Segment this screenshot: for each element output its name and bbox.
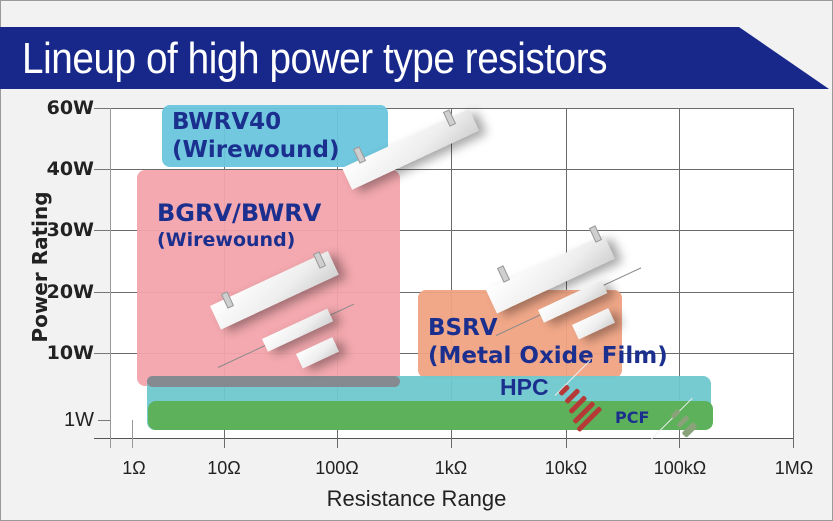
x-axis-line (94, 438, 793, 439)
xtick-1mohm: 1MΩ (774, 458, 814, 478)
xtick-1ohm: 1Ω (122, 458, 146, 478)
overlap-shadow (147, 376, 400, 387)
ytick-40w: 40W (46, 158, 94, 180)
pcf-label: PCF (615, 408, 650, 427)
bgrv-bwrv-type-label: (Wirewound) (157, 229, 296, 251)
ytick-mark (98, 420, 110, 421)
hpc-label: HPC (500, 374, 549, 400)
ytick-mark (94, 108, 110, 109)
xtick-100kohm: 100kΩ (653, 458, 707, 478)
pcf-range-box (148, 401, 713, 430)
ytick-10w: 10W (46, 342, 94, 364)
bwrv40-range-box (162, 105, 388, 167)
ytick-mark (94, 230, 110, 231)
ytick-mark (94, 292, 110, 293)
bgrv-bwrv-label: BGRV/BWRV (157, 199, 322, 227)
gridline-1ohm (132, 420, 133, 448)
y-axis-line (110, 108, 111, 448)
ytick-30w: 30W (46, 219, 94, 241)
banner-shape (0, 27, 829, 89)
xtick-100ohm: 100Ω (315, 458, 359, 478)
ytick-mark (94, 169, 110, 170)
page-title: Lineup of high power type resistors (22, 34, 608, 83)
bwrv40-type-label: (Wirewound) (172, 137, 340, 163)
y-axis-label: Power Rating (28, 191, 52, 343)
bwrv40-label: BWRV40 (172, 109, 282, 135)
bsrv-label: BSRV (428, 315, 498, 341)
ytick-1w: 1W (64, 409, 94, 431)
xtick-10kohm: 10kΩ (544, 458, 588, 478)
x-axis-label: Resistance Range (326, 486, 507, 511)
ytick-mark (94, 353, 110, 354)
gridline-1kohm (451, 108, 452, 448)
gridline-1mohm (793, 108, 794, 448)
bsrv-type-label: (Metal Oxide Film) (428, 343, 668, 369)
xtick-1kohm: 1kΩ (434, 458, 468, 478)
ytick-20w: 20W (46, 281, 94, 303)
xtick-10ohm: 10Ω (207, 458, 241, 478)
title-banner (0, 27, 829, 89)
ytick-60w: 60W (46, 97, 94, 119)
gridline-100kohm (679, 108, 680, 448)
